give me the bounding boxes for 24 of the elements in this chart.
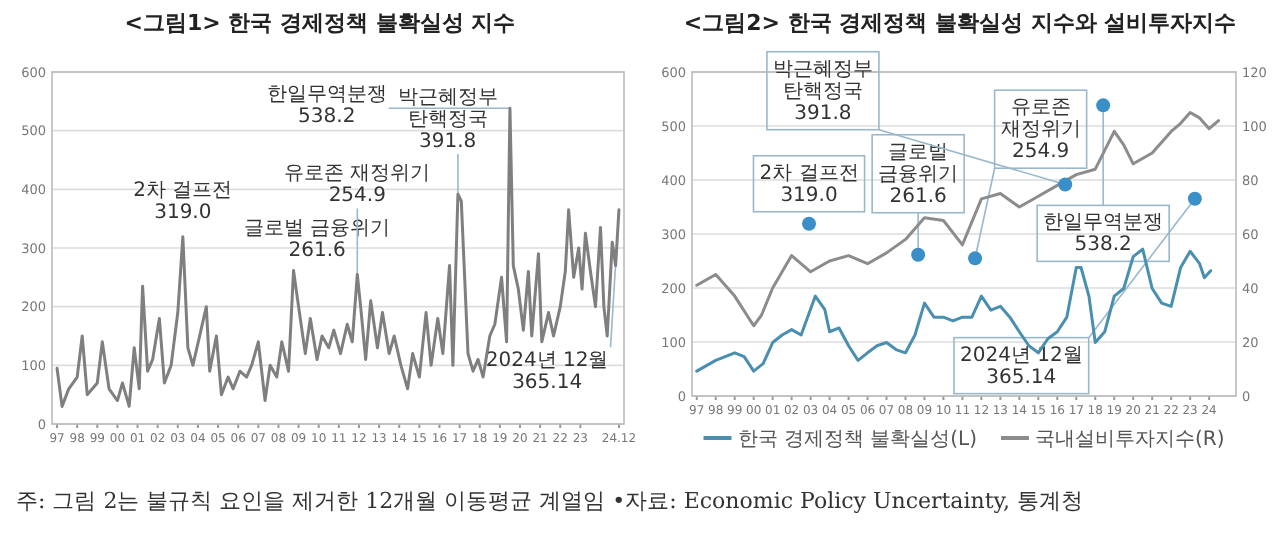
point — [1058, 177, 1073, 192]
point — [911, 247, 926, 262]
point — [968, 251, 983, 266]
point — [1187, 191, 1202, 206]
annotation: 한일무역분쟁 538.2 — [266, 83, 387, 128]
annotation: 2차 걸프전 319.0 — [133, 179, 233, 224]
legend-label: 국내설비투자지수(R) — [1034, 429, 1225, 451]
annotation: 박근혜정부 탄핵정국 391.8 — [772, 58, 873, 125]
annotation: 2024년 12월 365.14 — [959, 344, 1083, 389]
text: 주: 그림 2는 불규칙 요인을 제거한 12개월 이동평균 계열임 •자료: Economic Policy Uncertainty, 통계청 — [16, 488, 1084, 514]
legend-label: 한국 경제정책 불확실성(L) — [737, 429, 978, 451]
annotation: 한일무역분쟁 538.2 — [1043, 212, 1164, 257]
annotation: 글로벌 금융위기 261.6 — [878, 141, 959, 208]
annotation: 2차 걸프전 319.0 — [759, 162, 859, 207]
chart-title: <그림1> 한국 경제정책 불확실성 지수 — [124, 10, 516, 36]
point — [1096, 98, 1111, 113]
annotation: 박근혜정부 탄핵정국 391.8 — [397, 86, 498, 153]
annotation: 유로존 재정위기 254.9 — [284, 163, 431, 208]
annotation: 2024년 12월 365.14 — [485, 350, 609, 395]
point — [802, 216, 817, 231]
annotation: 유로존 재정위기 254.9 — [1000, 97, 1081, 164]
line-series — [55, 106, 621, 408]
annotation: 글로벌 금융위기 261.6 — [244, 217, 391, 262]
chart-title: <그림2> 한국 경제정책 불확실성 지수와 설비투자지수 — [683, 10, 1237, 36]
